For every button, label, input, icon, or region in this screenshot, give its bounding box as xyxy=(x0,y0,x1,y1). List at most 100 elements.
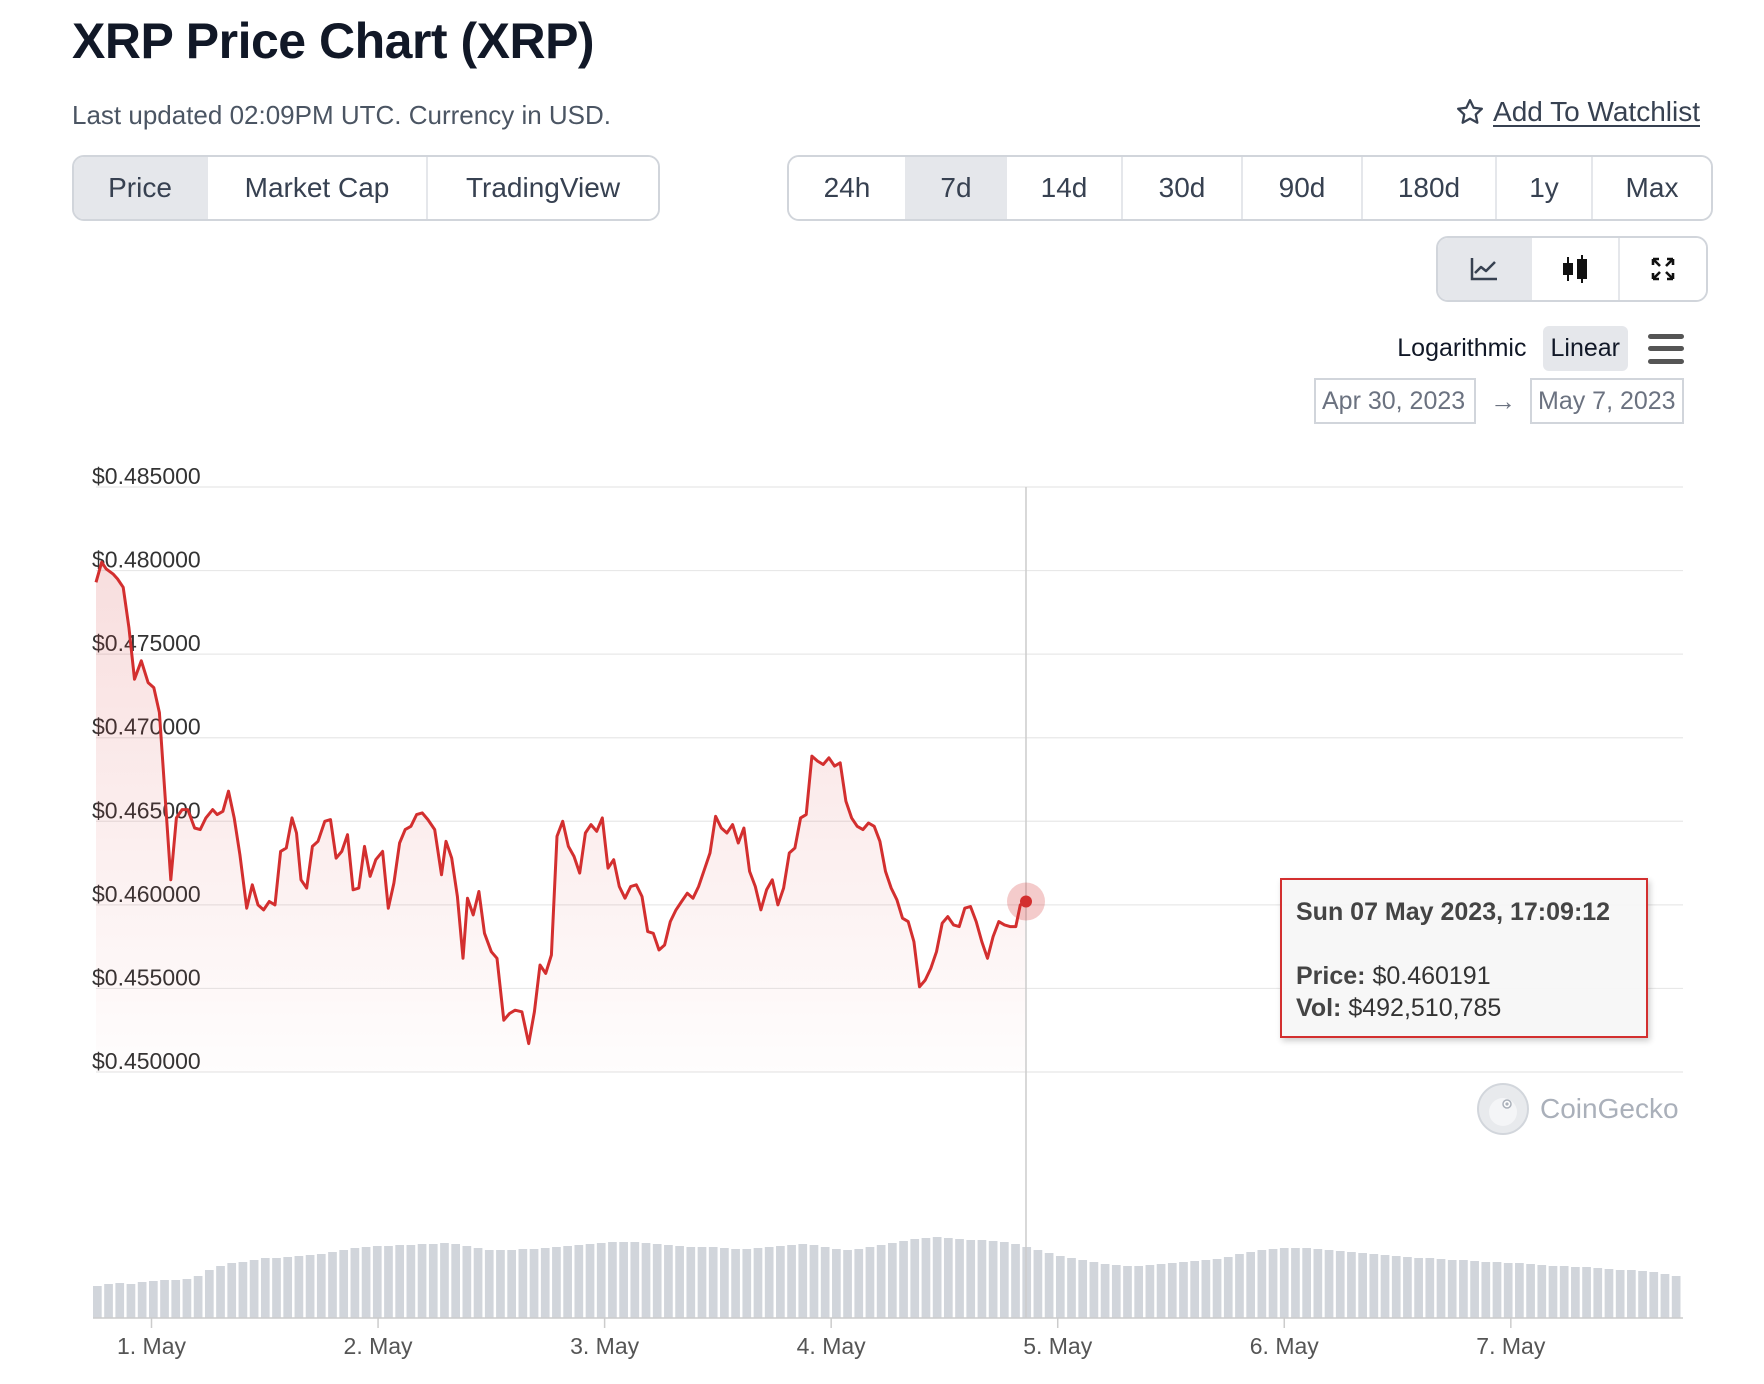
x-tick-label: 7. May xyxy=(1476,1333,1546,1359)
volume-bar xyxy=(1111,1265,1121,1318)
volume-bar xyxy=(171,1280,181,1318)
tooltip-date: Sun 07 May 2023, 17:09:12 xyxy=(1296,898,1611,926)
y-tick-label: $0.480000 xyxy=(92,547,201,573)
tab-tradingview[interactable]: TradingView xyxy=(428,157,658,219)
volume-bar xyxy=(630,1242,640,1318)
candlestick-button[interactable] xyxy=(1532,238,1620,300)
volume-bar xyxy=(876,1245,886,1318)
period-tabs: 24h 7d 14d 30d 90d 180d 1y Max xyxy=(787,155,1713,221)
volume-bar xyxy=(686,1247,696,1318)
period-180d[interactable]: 180d xyxy=(1363,157,1497,219)
period-1y[interactable]: 1y xyxy=(1497,157,1593,219)
volume-bar xyxy=(1391,1256,1401,1318)
volume-bar xyxy=(1067,1258,1076,1318)
volume-bar xyxy=(809,1245,819,1318)
line-chart-icon xyxy=(1470,258,1497,281)
tab-market-cap[interactable]: Market Cap xyxy=(208,157,428,219)
volume-bar xyxy=(473,1248,483,1318)
volume-bar xyxy=(305,1255,315,1318)
gecko-logo-icon xyxy=(1477,1083,1529,1135)
volume-bar xyxy=(1649,1272,1659,1318)
volume-bar xyxy=(395,1245,405,1318)
volume-bar xyxy=(1403,1257,1412,1318)
volume-bar xyxy=(1246,1252,1256,1318)
period-90d[interactable]: 90d xyxy=(1243,157,1363,219)
period-max[interactable]: Max xyxy=(1593,157,1711,219)
volume-bar xyxy=(216,1266,225,1318)
volume-bar xyxy=(585,1244,595,1318)
watermark-text: CoinGecko xyxy=(1540,1093,1679,1124)
volume-bar xyxy=(977,1240,987,1318)
volume-bar xyxy=(417,1244,427,1318)
volume-bar xyxy=(384,1246,393,1318)
volume-bar xyxy=(1660,1274,1670,1318)
volume-bar xyxy=(843,1250,852,1318)
volume-bar xyxy=(1582,1267,1591,1318)
volume-bar xyxy=(1526,1264,1535,1318)
fullscreen-icon xyxy=(1651,257,1675,281)
line-chart-button[interactable] xyxy=(1438,238,1532,300)
period-24h[interactable]: 24h xyxy=(789,157,907,219)
volume-bar xyxy=(294,1256,304,1318)
price-tooltip: Sun 07 May 2023, 17:09:12 Price: $0.4601… xyxy=(1280,878,1648,1038)
price-chart[interactable]: $0.485000$0.480000$0.475000$0.470000$0.4… xyxy=(0,440,1764,1384)
volume-bar xyxy=(350,1248,360,1318)
volume-bar xyxy=(1179,1262,1188,1318)
volume-bar xyxy=(1279,1248,1289,1318)
date-to-input[interactable] xyxy=(1530,378,1684,424)
volume-bar xyxy=(1671,1276,1681,1318)
scale-selector: Logarithmic Linear xyxy=(1389,326,1684,371)
scale-linear[interactable]: Linear xyxy=(1542,326,1628,371)
volume-bar xyxy=(182,1279,192,1318)
volume-bar xyxy=(1223,1257,1233,1318)
volume-bar xyxy=(540,1248,550,1318)
volume-bar xyxy=(518,1249,528,1318)
volume-bar xyxy=(1347,1252,1356,1318)
x-tick-label: 6. May xyxy=(1250,1333,1320,1359)
volume-bar xyxy=(507,1250,516,1318)
hamburger-menu-icon[interactable] xyxy=(1648,333,1684,364)
volume-bar xyxy=(1615,1270,1625,1318)
period-7d[interactable]: 7d xyxy=(907,157,1007,219)
period-14d[interactable]: 14d xyxy=(1007,157,1123,219)
star-icon xyxy=(1457,99,1484,124)
volume-bar xyxy=(529,1249,539,1318)
volume-bar xyxy=(249,1260,259,1318)
tab-price[interactable]: Price xyxy=(74,157,208,219)
volume-bar xyxy=(1089,1262,1099,1318)
add-to-watchlist-button[interactable]: Add To Watchlist xyxy=(1455,96,1700,128)
volume-bar xyxy=(1593,1268,1603,1318)
volume-bar xyxy=(93,1286,102,1318)
volume-bar xyxy=(1459,1260,1468,1318)
volume-bar xyxy=(1011,1244,1020,1318)
volume-bar xyxy=(675,1246,684,1318)
volume-bar xyxy=(115,1283,125,1318)
volume-bar xyxy=(1638,1271,1647,1318)
volume-bar xyxy=(1515,1263,1524,1318)
volume-bar xyxy=(462,1246,472,1318)
volume-bar xyxy=(921,1238,931,1318)
candlestick-icon xyxy=(1563,255,1587,283)
period-30d[interactable]: 30d xyxy=(1123,157,1243,219)
price-area xyxy=(96,562,1026,1072)
volume-bar xyxy=(104,1284,113,1318)
volume-bar xyxy=(1369,1254,1379,1318)
scale-logarithmic[interactable]: Logarithmic xyxy=(1397,334,1527,362)
volume-bar xyxy=(820,1247,830,1318)
volume-bar xyxy=(1033,1250,1043,1318)
fullscreen-button[interactable] xyxy=(1620,238,1706,300)
tooltip-price-value: $0.460191 xyxy=(1372,962,1491,990)
volume-bar xyxy=(574,1245,584,1318)
date-from-input[interactable] xyxy=(1314,378,1476,424)
volume-bar xyxy=(1134,1266,1144,1318)
tooltip-price-row: Price: $0.460191 xyxy=(1296,962,1491,991)
volume-bar xyxy=(1414,1258,1423,1318)
volume-bar xyxy=(339,1250,349,1318)
volume-bar xyxy=(1257,1250,1267,1318)
tooltip-vol-value: $492,510,785 xyxy=(1348,994,1502,1022)
volume-bar xyxy=(1604,1269,1614,1318)
tooltip-vol-label: Vol: xyxy=(1296,994,1342,1022)
volume-bar xyxy=(787,1245,796,1318)
volume-bar xyxy=(316,1254,326,1318)
volume-bar xyxy=(619,1242,628,1318)
